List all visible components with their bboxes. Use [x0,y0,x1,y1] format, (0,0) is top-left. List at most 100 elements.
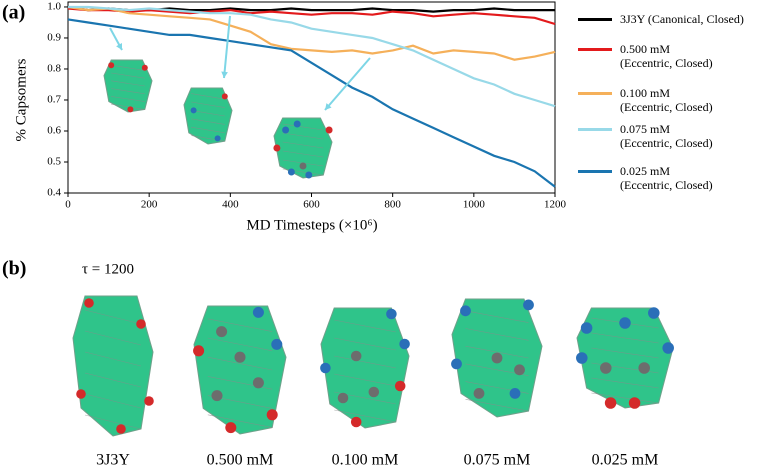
capsid-body [103,59,153,113]
capsid-caption: 0.500 mM [207,452,274,468]
capsid-mesh [84,330,142,346]
capsid-mesh [84,372,142,388]
capsid-capsomer [76,389,86,399]
capsid-capsomer [523,299,534,311]
capsid-capsomer [628,397,641,409]
y-tick-label: 0.9 [47,31,61,43]
legend-label: 0.500 mM (Eccentric, Closed) [620,42,713,70]
capsid-capsomer [509,388,521,399]
capsid-capsomer [600,362,612,374]
capsid-mesh [191,93,225,100]
capsid-mesh [111,88,145,95]
capsid-capsomer [638,362,650,374]
capsid-mesh [207,337,273,352]
capsid-capsomer [282,126,290,134]
arrow [223,15,231,79]
capsid-capsomer [211,390,223,402]
x-tick-label: 200 [141,199,158,211]
arrow-head [325,103,332,110]
capsid-image [183,87,233,145]
capsid-image [103,59,153,113]
capsid-capsomer [460,305,471,317]
capsid-image [576,307,674,409]
capsid-caption: 3J3Y [96,452,130,468]
y-tick-label: 0.5 [47,156,61,168]
capsid-mesh [334,319,396,333]
x-tick-label: 400 [222,199,239,211]
capsid-mesh [84,309,142,325]
capsid-capsomer [293,120,301,128]
capsid-mesh [111,64,145,71]
capsid-capsomer [576,352,588,364]
data-line [68,5,556,108]
capsid-capsomer [491,352,503,364]
panel-label: (a) [2,2,25,24]
capsid-mesh [465,345,529,359]
capsid-mesh [334,373,396,387]
capsid-mesh [334,337,396,351]
capsid-capsomer [648,307,660,319]
capsid-capsomer [320,362,331,374]
capsid-capsomer [604,397,617,409]
x-tick-label: 1000 [463,199,486,211]
legend-swatch [578,48,612,51]
capsid-capsomer [193,345,205,357]
capsid-capsomer [116,424,126,434]
capsid-capsomer [399,338,410,350]
capsid-mesh [591,332,659,344]
x-tick-label: 0 [65,199,71,211]
capsid-capsomer [252,306,264,318]
y-tick-label: 0.6 [47,125,61,137]
capsid-capsomer [221,93,228,100]
legend-label: 0.100 mM (Eccentric, Closed) [620,86,713,114]
capsid-caption: 0.075 mM [464,452,531,468]
y-tick-label: 0.4 [47,187,61,199]
capsid-mesh [111,96,145,102]
capsid-capsomer [350,350,362,362]
capsid-capsomer [266,409,278,421]
capsid-capsomer [141,64,148,71]
data-line [67,5,556,61]
capsid-mesh [465,399,529,412]
capsid-mesh [591,347,659,359]
y-tick-label: 0.7 [47,94,61,106]
capsid-body [183,87,233,145]
capsid-mesh [111,72,145,79]
capsid-capsomer [305,171,313,179]
legend-swatch [578,128,612,131]
capsid-mesh [84,351,142,367]
panel-label: (b) [2,258,26,280]
capsid-image [451,298,543,418]
capsid-capsomer [287,168,295,176]
capsid-caption: 0.100 mM [332,452,399,468]
capsid-mesh [191,110,225,117]
capsid-mesh [282,150,324,158]
capsid-capsomer [127,106,134,113]
capsid-capsomer [144,396,154,406]
capsid-capsomer [190,107,197,114]
legend-label: 0.075 mM (Eccentric, Closed) [620,122,713,150]
data-line [67,7,556,26]
capsid-capsomer [225,422,237,434]
y-tick-label: 0.8 [47,63,61,75]
y-axis-label: % Capsomers [13,58,29,141]
legend-swatch [578,18,612,21]
legend-label: 0.025 mM (Eccentric, Closed) [620,164,713,192]
capsid-mesh [465,310,529,323]
capsid-mesh [282,132,324,140]
legend-swatch [578,170,612,173]
capsid-capsomer [252,377,264,389]
arrow [324,57,371,111]
capsid-capsomer [368,386,380,398]
capsid-capsomer [580,322,593,334]
capsid-capsomer [136,319,146,329]
arrow-head [221,71,228,78]
capsid-mesh [207,318,273,332]
legend-label: 3J3Y (Canonical, Closed) [620,12,744,26]
capsid-mesh [465,328,529,341]
capsid-mesh [591,377,659,389]
capsid-caption: 0.025 mM [592,452,659,468]
capsid-capsomer [619,317,631,329]
